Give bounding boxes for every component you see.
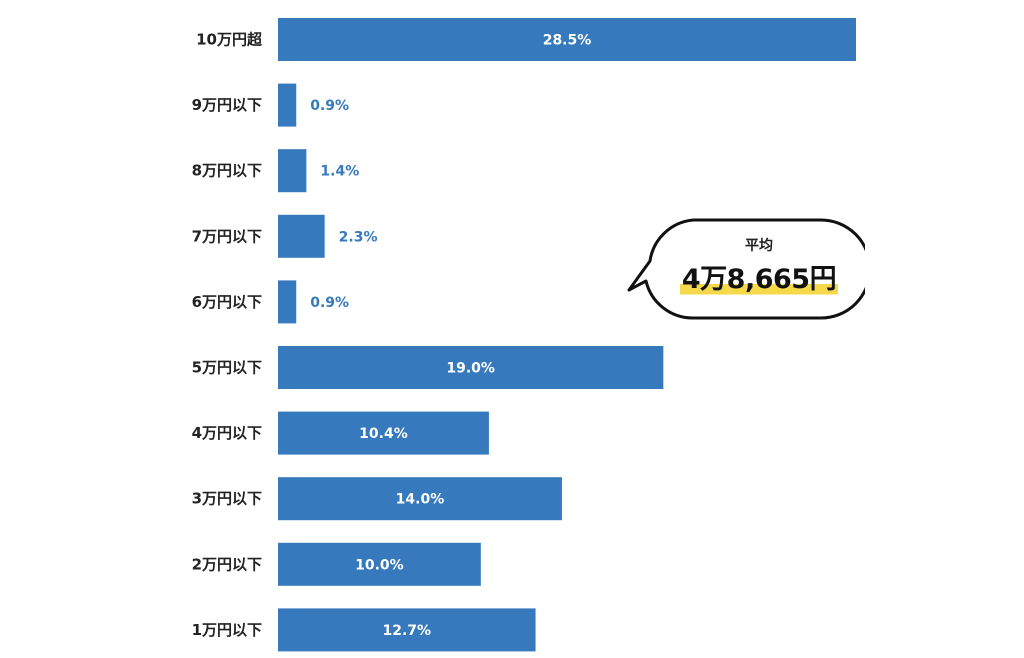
value-label: 0.9% bbox=[310, 295, 349, 311]
value-label: 28.5% bbox=[543, 33, 592, 49]
value-label: 2.3% bbox=[339, 229, 378, 245]
value-label: 19.0% bbox=[446, 361, 495, 377]
category-label: 1万円以下 bbox=[192, 621, 262, 639]
category-label: 6万円以下 bbox=[192, 293, 262, 311]
value-label: 0.9% bbox=[310, 98, 349, 114]
value-label: 1.4% bbox=[320, 164, 359, 180]
value-label: 12.7% bbox=[382, 623, 431, 639]
bar bbox=[278, 149, 307, 193]
bar bbox=[278, 18, 856, 61]
category-label: 9万円以下 bbox=[192, 96, 262, 114]
value-label: 14.0% bbox=[396, 492, 445, 508]
average-value: 4万8,665円 bbox=[679, 263, 839, 297]
bar bbox=[278, 608, 536, 652]
category-label: 10万円超 bbox=[196, 31, 263, 49]
category-label: 8万円以下 bbox=[192, 162, 262, 180]
category-label: 4万円以下 bbox=[192, 424, 262, 442]
average-callout: 平均 4万8,665円 bbox=[625, 217, 865, 323]
bar bbox=[278, 477, 562, 521]
bar bbox=[278, 346, 664, 389]
average-label: 平均 bbox=[745, 238, 773, 254]
bar bbox=[278, 83, 297, 127]
value-label: 10.0% bbox=[355, 557, 404, 573]
bar bbox=[278, 280, 297, 324]
bar bbox=[278, 411, 489, 455]
bar bbox=[278, 542, 481, 586]
value-label: 10.4% bbox=[359, 426, 408, 442]
category-label: 5万円以下 bbox=[192, 359, 262, 377]
category-label: 2万円以下 bbox=[192, 555, 262, 573]
bar bbox=[278, 214, 325, 258]
category-label: 3万円以下 bbox=[192, 490, 262, 508]
category-label: 7万円以下 bbox=[192, 227, 262, 245]
